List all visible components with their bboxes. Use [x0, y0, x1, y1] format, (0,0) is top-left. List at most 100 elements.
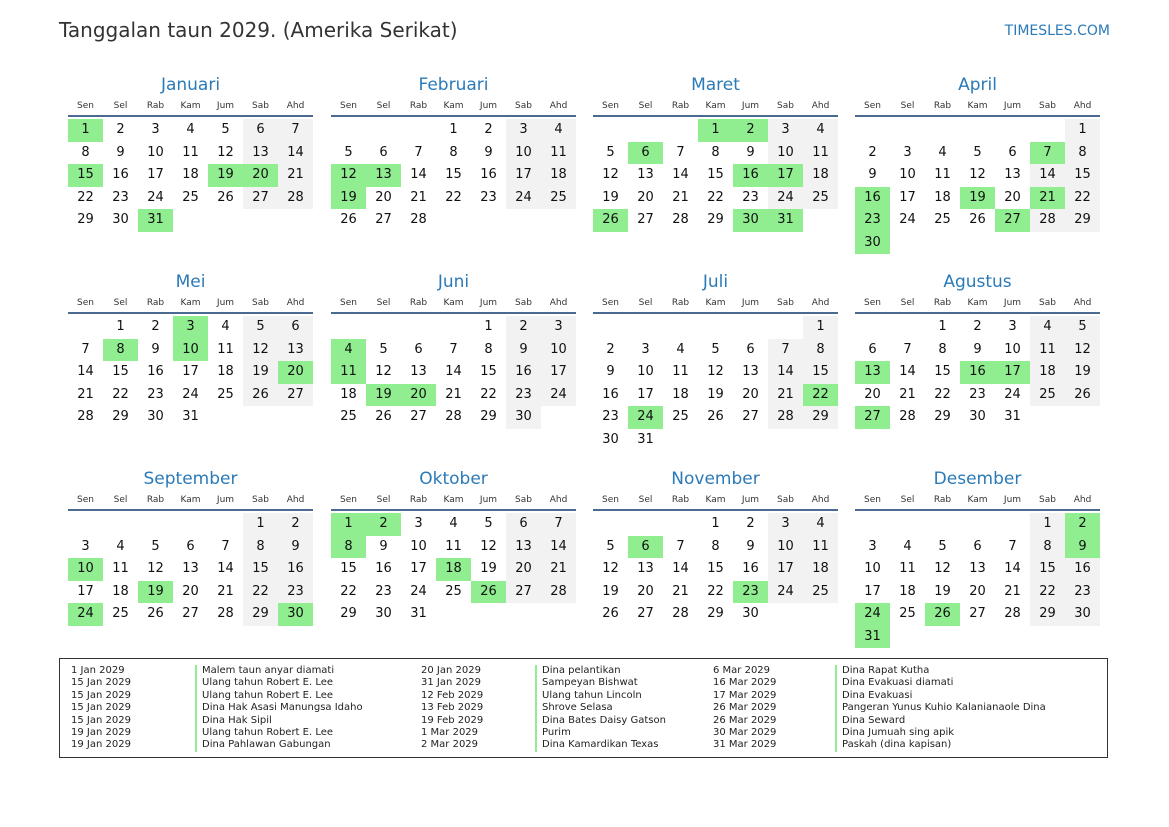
day-cell[interactable]: 16 — [480, 167, 497, 182]
day-cell[interactable]: 15 — [445, 167, 462, 182]
holiday-day-cell[interactable]: 1 — [331, 513, 366, 536]
day-cell[interactable]: 23 — [1065, 580, 1100, 603]
day-cell[interactable]: 17 — [864, 583, 881, 599]
day-cell[interactable]: 2 — [606, 341, 615, 357]
holiday-day-cell[interactable]: 20 — [401, 383, 436, 406]
day-cell[interactable]: 30 — [969, 409, 986, 424]
day-cell[interactable]: 20 — [742, 386, 759, 402]
holiday-day-cell[interactable]: 24 — [628, 406, 663, 429]
holiday-day-cell[interactable]: 18 — [436, 558, 471, 581]
day-cell[interactable]: 15 — [480, 364, 497, 379]
day-cell[interactable]: 8 — [803, 338, 838, 361]
day-cell[interactable]: 17 — [899, 189, 916, 205]
day-cell[interactable]: 16 — [742, 561, 759, 576]
day-cell[interactable]: 15 — [707, 167, 724, 182]
day-cell[interactable]: 3 — [81, 538, 90, 554]
day-cell[interactable]: 23 — [742, 189, 759, 205]
day-cell[interactable]: 18 — [934, 189, 951, 205]
holiday-day-cell[interactable]: 19 — [366, 383, 401, 406]
day-cell[interactable]: 25 — [672, 409, 689, 424]
day-cell[interactable]: 28 — [672, 212, 689, 227]
day-cell[interactable]: 18 — [541, 164, 576, 187]
holiday-day-cell[interactable]: 10 — [173, 338, 208, 361]
holiday-day-cell[interactable]: 26 — [471, 580, 506, 603]
day-cell[interactable]: 29 — [707, 212, 724, 227]
day-cell[interactable]: 7 — [903, 341, 912, 357]
holiday-day-cell[interactable]: 8 — [103, 338, 138, 361]
day-cell[interactable]: 10 — [541, 338, 576, 361]
day-cell[interactable]: 24 — [182, 386, 199, 402]
day-cell[interactable]: 3 — [1008, 319, 1017, 334]
day-cell[interactable]: 15 — [112, 364, 129, 379]
holiday-day-cell[interactable]: 1 — [698, 119, 733, 142]
day-cell[interactable]: 27 — [182, 606, 199, 621]
day-cell[interactable]: 2 — [746, 516, 755, 531]
day-cell[interactable]: 9 — [151, 341, 160, 357]
day-cell[interactable]: 28 — [899, 409, 916, 424]
day-cell[interactable]: 11 — [112, 561, 129, 576]
day-cell[interactable]: 25 — [445, 583, 462, 599]
day-cell[interactable]: 26 — [375, 409, 392, 424]
day-cell[interactable]: 13 — [969, 561, 986, 576]
day-cell[interactable]: 24 — [506, 186, 541, 209]
day-cell[interactable]: 9 — [746, 538, 755, 554]
day-cell[interactable]: 11 — [803, 141, 838, 164]
holiday-day-cell[interactable]: 23 — [733, 580, 768, 603]
day-cell[interactable]: 11 — [899, 561, 916, 576]
day-cell[interactable]: 9 — [746, 144, 755, 160]
day-cell[interactable]: 6 — [506, 513, 541, 536]
day-cell[interactable]: 7 — [81, 341, 90, 357]
holiday-day-cell[interactable]: 26 — [925, 603, 960, 626]
day-cell[interactable]: 29 — [112, 409, 129, 424]
day-cell[interactable]: 2 — [506, 316, 541, 339]
holiday-day-cell[interactable]: 16 — [733, 164, 768, 187]
holiday-day-cell[interactable]: 7 — [1030, 141, 1065, 164]
day-cell[interactable]: 27 — [243, 186, 278, 209]
day-cell[interactable]: 13 — [637, 167, 654, 182]
day-cell[interactable]: 15 — [803, 361, 838, 384]
day-cell[interactable]: 30 — [147, 409, 164, 424]
day-cell[interactable]: 12 — [480, 538, 497, 554]
day-cell[interactable]: 1 — [243, 513, 278, 536]
day-cell[interactable]: 28 — [445, 409, 462, 424]
day-cell[interactable]: 22 — [1065, 186, 1100, 209]
day-cell[interactable]: 29 — [707, 606, 724, 621]
day-cell[interactable]: 13 — [410, 364, 427, 379]
day-cell[interactable]: 4 — [116, 538, 125, 554]
day-cell[interactable]: 8 — [484, 341, 493, 357]
day-cell[interactable]: 18 — [340, 386, 357, 402]
day-cell[interactable]: 9 — [868, 167, 877, 182]
day-cell[interactable]: 28 — [768, 406, 803, 429]
day-cell[interactable]: 3 — [541, 316, 576, 339]
day-cell[interactable]: 7 — [221, 538, 230, 554]
day-cell[interactable]: 17 — [506, 164, 541, 187]
holiday-day-cell[interactable]: 30 — [855, 231, 890, 254]
day-cell[interactable]: 4 — [1030, 316, 1065, 339]
holiday-day-cell[interactable]: 20 — [278, 361, 313, 384]
day-cell[interactable]: 22 — [707, 189, 724, 205]
day-cell[interactable]: 4 — [541, 119, 576, 142]
day-cell[interactable]: 14 — [445, 364, 462, 379]
day-cell[interactable]: 2 — [278, 513, 313, 536]
day-cell[interactable]: 24 — [1004, 386, 1021, 402]
day-cell[interactable]: 12 — [934, 561, 951, 576]
day-cell[interactable]: 19 — [602, 189, 619, 205]
day-cell[interactable]: 1 — [1065, 119, 1100, 142]
holiday-day-cell[interactable]: 6 — [628, 535, 663, 558]
holiday-day-cell[interactable]: 1 — [68, 119, 103, 142]
holiday-day-cell[interactable]: 20 — [243, 164, 278, 187]
holiday-day-cell[interactable]: 3 — [173, 316, 208, 339]
day-cell[interactable]: 3 — [506, 119, 541, 142]
day-cell[interactable]: 6 — [973, 538, 982, 554]
day-cell[interactable]: 7 — [449, 341, 458, 357]
day-cell[interactable]: 30 — [1065, 603, 1100, 626]
day-cell[interactable]: 30 — [375, 606, 392, 621]
day-cell[interactable]: 9 — [506, 338, 541, 361]
day-cell[interactable]: 10 — [506, 141, 541, 164]
day-cell[interactable]: 5 — [221, 122, 230, 137]
day-cell[interactable]: 14 — [672, 561, 689, 576]
day-cell[interactable]: 29 — [1030, 603, 1065, 626]
day-cell[interactable]: 13 — [278, 338, 313, 361]
day-cell[interactable]: 28 — [217, 606, 234, 621]
day-cell[interactable]: 12 — [1065, 338, 1100, 361]
